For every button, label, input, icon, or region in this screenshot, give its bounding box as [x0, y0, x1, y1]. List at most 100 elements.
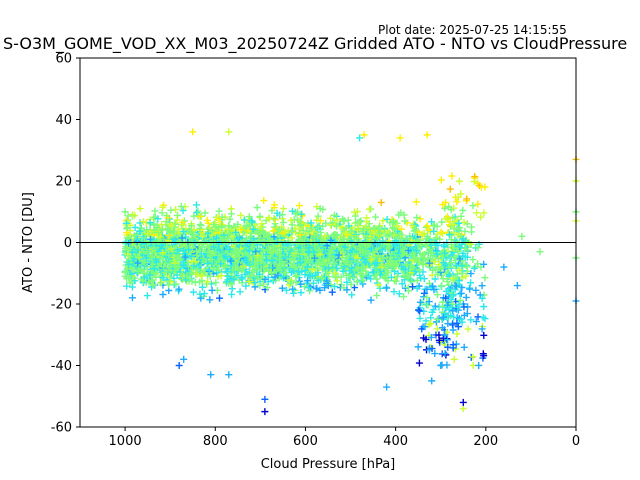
data-point	[124, 250, 132, 258]
data-point	[193, 251, 201, 259]
data-point	[123, 224, 131, 232]
data-point	[344, 252, 352, 260]
data-point	[321, 284, 329, 292]
data-point	[323, 277, 331, 285]
data-point	[343, 278, 351, 286]
data-point	[452, 261, 460, 269]
data-point	[450, 253, 458, 261]
data-point	[242, 249, 250, 257]
data-point	[245, 213, 253, 221]
data-point	[232, 245, 240, 253]
data-point	[150, 265, 158, 273]
data-point	[331, 257, 339, 265]
data-point	[463, 195, 471, 203]
data-point	[386, 243, 394, 251]
data-point	[175, 225, 183, 233]
data-point	[421, 240, 429, 248]
data-point	[460, 218, 468, 226]
data-point	[409, 283, 417, 291]
data-point	[191, 278, 199, 286]
data-point	[422, 335, 430, 343]
data-point	[460, 311, 468, 319]
data-point	[373, 275, 381, 283]
data-point	[136, 205, 144, 213]
data-point	[216, 294, 224, 302]
data-point	[136, 227, 144, 235]
data-point	[150, 281, 158, 289]
data-point	[339, 267, 347, 275]
data-point	[418, 230, 426, 238]
data-point	[425, 298, 433, 306]
data-point	[144, 230, 152, 238]
data-point	[139, 277, 147, 285]
y-tick-label: -40	[51, 359, 72, 374]
data-point	[481, 315, 489, 323]
y-axis-ticks: -60 -40 -20 0 20 40 60	[51, 52, 80, 436]
data-point	[143, 248, 151, 256]
data-point	[267, 237, 275, 245]
data-point	[392, 277, 400, 285]
data-point	[383, 284, 391, 292]
data-point	[331, 269, 339, 277]
data-point	[215, 240, 223, 248]
data-point	[429, 266, 437, 274]
data-point	[155, 229, 163, 237]
data-point	[156, 279, 164, 287]
data-point	[459, 235, 467, 243]
data-point	[128, 294, 136, 302]
data-point	[240, 216, 248, 224]
data-point	[444, 343, 452, 351]
data-point	[178, 270, 186, 278]
data-point	[275, 256, 283, 264]
data-point	[190, 262, 198, 270]
data-point	[389, 224, 397, 232]
data-point	[130, 265, 138, 273]
x-tick-label: 600	[293, 434, 318, 449]
data-point	[413, 284, 421, 292]
data-point	[157, 278, 165, 286]
data-point	[441, 249, 449, 257]
data-point	[419, 251, 427, 259]
data-point	[382, 274, 390, 282]
data-point	[287, 216, 295, 224]
data-point	[472, 318, 480, 326]
data-point	[165, 215, 173, 223]
data-point	[208, 286, 216, 294]
data-point	[268, 257, 276, 265]
data-point	[187, 269, 195, 277]
data-point	[397, 209, 405, 217]
data-point	[401, 266, 409, 274]
data-point	[311, 242, 319, 250]
data-point	[285, 281, 293, 289]
data-point	[412, 198, 420, 206]
data-point	[390, 288, 398, 296]
data-point	[424, 301, 432, 309]
data-point	[423, 131, 431, 139]
data-point	[308, 266, 316, 274]
data-point	[261, 275, 269, 283]
data-point	[353, 277, 361, 285]
data-point	[287, 234, 295, 242]
data-point	[365, 205, 373, 213]
data-point	[121, 208, 129, 216]
data-point	[467, 270, 475, 278]
data-point	[317, 228, 325, 236]
data-point	[473, 209, 481, 217]
x-tick-label: 400	[383, 434, 408, 449]
data-point	[414, 255, 422, 263]
data-point	[461, 244, 469, 252]
data-point	[146, 271, 154, 279]
data-point	[416, 298, 424, 306]
data-point	[284, 226, 292, 234]
data-point	[278, 211, 286, 219]
data-point	[134, 246, 142, 254]
data-point	[416, 314, 424, 322]
data-point	[143, 226, 151, 234]
data-point	[356, 134, 364, 142]
data-point	[126, 279, 134, 287]
data-point	[318, 274, 326, 282]
data-point	[297, 238, 305, 246]
data-point	[444, 312, 452, 320]
data-point	[312, 271, 320, 279]
y-tick-label: 60	[55, 52, 72, 67]
